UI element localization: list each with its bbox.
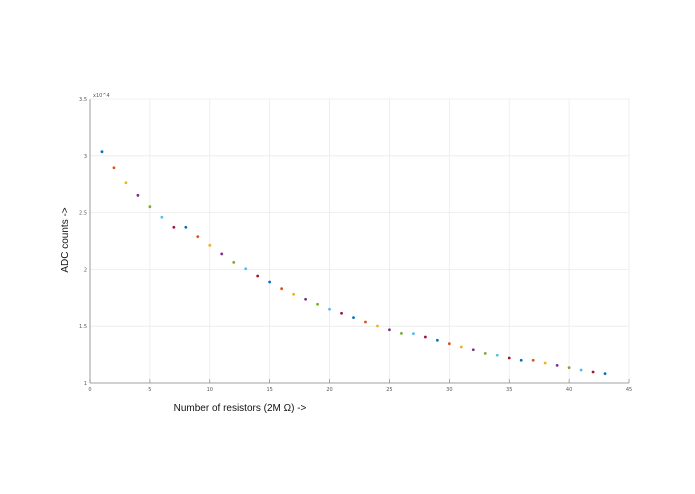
data-point xyxy=(148,205,152,209)
x-tick-label: 40 xyxy=(566,387,572,393)
data-point xyxy=(603,372,607,376)
data-point xyxy=(244,267,248,271)
y-tick-label: 1.5 xyxy=(79,324,87,330)
data-point xyxy=(447,342,451,346)
data-point xyxy=(459,345,463,349)
data-point xyxy=(172,225,176,229)
data-point xyxy=(352,316,355,320)
y-tick-label: 2 xyxy=(84,267,87,273)
data-point xyxy=(328,307,331,311)
data-point xyxy=(423,335,427,339)
data-point xyxy=(196,235,200,239)
data-point xyxy=(220,252,224,256)
data-point xyxy=(400,331,403,335)
data-point xyxy=(184,225,188,229)
data-point xyxy=(435,338,439,342)
axes xyxy=(89,99,630,384)
data-point xyxy=(412,332,415,336)
data-point xyxy=(112,166,116,170)
x-tick-label: 25 xyxy=(386,387,392,393)
data-point xyxy=(256,274,260,278)
data-point xyxy=(136,193,140,197)
data-point xyxy=(124,181,128,185)
x-axis-label: Number of resistors (2M Ω) -> xyxy=(174,403,307,414)
data-point xyxy=(268,280,272,284)
data-point xyxy=(519,358,523,362)
y-tick-label: 1 xyxy=(84,381,87,387)
data-point xyxy=(280,287,284,291)
data-point xyxy=(160,215,164,219)
data-point xyxy=(340,311,343,315)
data-point xyxy=(579,368,583,372)
data-point xyxy=(507,356,511,360)
data-point xyxy=(316,302,319,306)
data-point xyxy=(376,324,379,328)
data-point xyxy=(232,260,236,264)
x-tick-label: 45 xyxy=(626,387,632,393)
y-tick-label: 3 xyxy=(84,154,87,160)
tick-labels: 0 5 10 15 20 25 30 35 40 45 1 1.5 2 2.5 3 3.5 xyxy=(79,97,632,393)
data-point xyxy=(292,292,296,296)
data-point xyxy=(567,366,571,370)
data-points xyxy=(100,150,607,376)
data-point xyxy=(591,370,595,374)
x-tick-label: 0 xyxy=(88,387,91,393)
data-point xyxy=(471,348,475,352)
data-point xyxy=(100,150,104,154)
y-tick-label: 3.5 xyxy=(79,97,87,103)
grid xyxy=(89,98,630,384)
x-tick-label: 30 xyxy=(446,387,452,393)
y-tick-label: 2.5 xyxy=(79,211,87,217)
data-point xyxy=(531,358,535,362)
data-point xyxy=(364,320,367,324)
y-exponent-label: x10^4 xyxy=(93,93,110,99)
data-point xyxy=(388,328,391,332)
x-tick-label: 5 xyxy=(148,387,151,393)
data-point xyxy=(543,361,547,365)
data-point xyxy=(208,243,212,247)
data-point xyxy=(304,297,307,301)
x-tick-label: 35 xyxy=(506,387,512,393)
data-point xyxy=(495,353,499,357)
x-tick-label: 15 xyxy=(266,387,272,393)
x-tick-label: 20 xyxy=(326,387,332,393)
data-point xyxy=(555,363,559,367)
data-point xyxy=(483,351,487,355)
x-tick-label: 10 xyxy=(207,387,213,393)
y-axis-label: ADC counts -> xyxy=(60,207,71,272)
